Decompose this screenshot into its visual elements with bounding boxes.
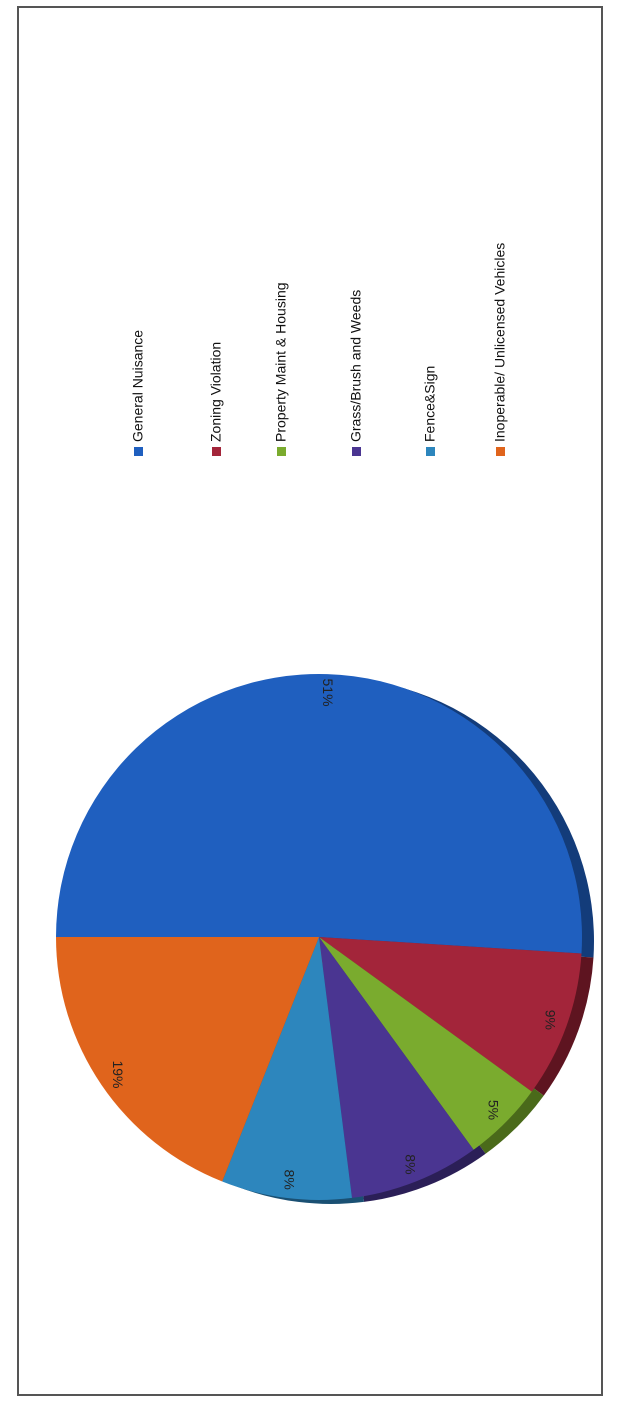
slice-label-property-maint-housing: 5% [485,1100,501,1120]
legend-label-inoperable-unlicensed-vehicles: Inoperable/ Unlicensed Vehicles [492,243,508,442]
slice-label-fence-sign: 8% [282,1170,298,1190]
legend-label-fence-sign: Fence&Sign [422,366,438,442]
slice-label-inoperable-unlicensed-vehicles: 19% [110,1060,126,1088]
slice-grass-brush-and-weeds [319,937,474,1198]
legend-swatch-inoperable-unlicensed-vehicles [496,447,505,456]
legend-swatch-general-nuisance [134,447,143,456]
slice-fence-sign [222,937,352,1200]
legend-label-zoning-violation: Zoning Violation [208,342,224,442]
slice-labels: 51% 9% 5% 8% 8% 19% [110,679,558,1190]
slice-general-nuisance [55,673,582,954]
legend-label-property-maint-housing: Property Maint & Housing [273,282,289,442]
legend: General Nuisance Zoning Violation Property… [130,243,508,456]
slice-label-general-nuisance: 51% [320,679,336,707]
legend-swatch-zoning-violation [212,447,221,456]
legend-label-grass-brush-and-weeds: Grass/Brush and Weeds [348,290,364,442]
chart-frame: 51% 9% 5% 8% 8% 19% General Nuisance Zoning Vi… [17,6,603,1396]
legend-swatch-grass-brush-and-weeds [352,447,361,456]
legend-swatch-fence-sign [426,447,435,456]
slice-inoperable-unlicensed-vehicles [56,937,319,1182]
slice-property-maint-housing [319,937,532,1150]
pie-chart: 51% 9% 5% 8% 8% 19% General Nuisance Zoning Vi… [55,243,594,1204]
slice-zoning-violation [319,937,582,1092]
legend-label-general-nuisance: General Nuisance [130,330,146,442]
slice-label-zoning-violation: 9% [542,1010,558,1030]
slice-label-grass-brush-and-weeds: 8% [402,1154,418,1174]
pie-slices [55,673,582,1200]
legend-swatch-property-maint-housing [277,447,286,456]
